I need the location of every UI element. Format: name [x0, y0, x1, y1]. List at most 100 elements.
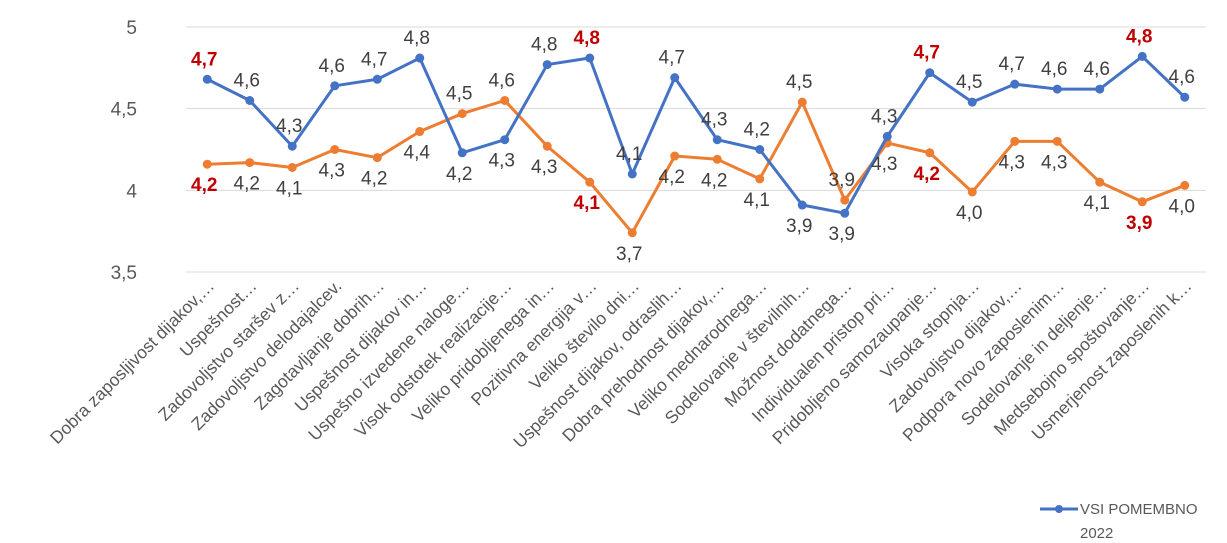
data-point-series-1 [670, 73, 680, 83]
y-tick-label: 3,5 [111, 263, 137, 284]
data-label-series-2: 4,6 [489, 71, 515, 92]
series-line-1 [206, 54, 1186, 215]
data-point-series-2 [670, 151, 680, 161]
data-label-series-2: 4,2 [191, 175, 217, 196]
data-point-series-1 [457, 148, 467, 158]
data-label-series-2: 3,7 [616, 244, 642, 265]
data-label-series-2: 4,1 [744, 190, 770, 211]
data-label-series-1: 3,9 [786, 216, 812, 237]
data-label-series-1: 4,2 [446, 164, 472, 185]
data-point-series-2 [245, 158, 255, 168]
x-axis: Dobra zaposljivost dijakov,…Uspešnost…Za… [46, 276, 1196, 452]
data-label-series-2: 3,9 [1126, 213, 1152, 234]
data-point-series-1 [1137, 51, 1147, 61]
data-label-series-2: 4,4 [404, 143, 431, 164]
data-point-series-1 [712, 135, 722, 145]
data-label-series-1: 4,7 [191, 49, 217, 70]
data-point-series-1 [415, 53, 425, 63]
data-point-series-1 [1052, 84, 1062, 94]
data-point-series-1 [330, 81, 340, 91]
data-label-series-2: 3,9 [829, 170, 855, 191]
legend: VSI POMEMBNO 2022 [1040, 501, 1198, 542]
data-point-series-2 [287, 162, 297, 172]
data-point-series-2 [925, 148, 935, 158]
data-label-series-2: 4,3 [999, 152, 1025, 173]
data-point-series-1 [1180, 92, 1190, 102]
data-label-series-1: 4,6 [1084, 59, 1110, 80]
data-point-series-1 [500, 135, 510, 145]
data-point-series-1 [542, 60, 552, 70]
data-label-series-1: 4,3 [701, 110, 727, 131]
data-point-series-2 [330, 145, 340, 154]
data-label-series-1: 4,6 [1169, 67, 1195, 88]
data-point-series-2 [542, 141, 552, 151]
data-label-series-2: 4,2 [701, 170, 727, 191]
data-point-series-2 [967, 187, 977, 197]
data-point-series-2 [797, 97, 807, 107]
y-tick-label: 4,5 [111, 100, 137, 121]
data-label-series-2: 4,2 [234, 174, 260, 195]
data-label-series-2: 4,0 [956, 203, 982, 224]
data-label-series-1: 4,3 [276, 116, 302, 137]
data-point-series-1 [967, 97, 977, 107]
data-point-series-2 [1137, 197, 1147, 207]
data-label-series-1: 4,6 [319, 56, 345, 77]
data-label-series-2: 4,2 [914, 164, 940, 185]
data-label-series-2: 4,5 [786, 72, 812, 93]
data-label-series-1: 4,1 [616, 144, 642, 165]
data-point-series-1 [1010, 79, 1020, 89]
data-point-series-2 [457, 109, 467, 119]
data-point-series-1 [925, 68, 935, 78]
data-point-series-1 [1095, 84, 1105, 94]
data-label-series-1: 4,7 [914, 43, 940, 64]
data-label-series-1: 4,8 [404, 28, 430, 49]
data-label-series-2: 4,1 [1084, 193, 1110, 214]
data-point-series-2 [627, 228, 637, 238]
data-label-series-1: 4,6 [1041, 59, 1067, 80]
data-point-series-1 [755, 145, 765, 154]
data-label-series-1: 4,7 [659, 48, 685, 69]
data-point-series-2 [755, 174, 765, 184]
data-point-series-2 [840, 195, 850, 205]
data-label-series-1: 4,8 [574, 28, 600, 49]
data-point-series-2 [415, 127, 425, 137]
y-tick-label: 4 [126, 181, 137, 202]
data-point-series-1 [372, 74, 382, 84]
series-line-2 [207, 99, 1186, 235]
data-point-series-2 [202, 159, 212, 169]
data-label-series-1: 3,9 [829, 224, 855, 245]
data-label-series-2: 4,3 [871, 154, 897, 175]
legend-label-series-1: VSI POMEMBNO [1080, 501, 1198, 518]
data-point-series-2 [1052, 136, 1062, 146]
data-point-series-1 [287, 141, 297, 151]
data-label-series-2: 4,2 [361, 169, 387, 190]
data-label-series-2: 4,3 [1041, 152, 1067, 173]
legend-label-series-2: 2022 [1080, 525, 1113, 542]
data-point-series-1 [202, 74, 212, 84]
data-label-series-1: 4,5 [956, 72, 982, 93]
data-labels: 4,7 4,6 4,3 4,6 4,7 4,8 4,2 4,3 4,8 4,8 4,1 4,7 4,3 4… [191, 26, 1195, 264]
data-point-series-2 [1180, 180, 1190, 190]
data-label-series-2: 4,3 [531, 157, 557, 178]
data-point-series-2 [1095, 177, 1105, 187]
data-point-series-1 [882, 131, 892, 141]
y-tick-label: 5 [126, 18, 137, 39]
data-point-series-1 [840, 208, 850, 218]
data-label-series-1: 4,7 [999, 54, 1025, 75]
data-point-series-2 [1010, 136, 1020, 146]
data-label-series-2: 4,2 [659, 167, 685, 188]
data-label-series-1: 4,2 [744, 120, 770, 141]
data-label-series-1: 4,8 [531, 35, 557, 56]
y-axis: 3,5 4 4,5 5 [111, 18, 138, 284]
data-point-series-2 [500, 96, 510, 105]
data-label-series-2: 4,0 [1169, 196, 1195, 217]
legend-marker-series-1 [1055, 505, 1063, 513]
data-label-series-1: 4,3 [489, 151, 515, 172]
data-label-series-1: 4,8 [1126, 26, 1152, 47]
data-label-series-1: 4,7 [361, 49, 387, 70]
data-label-series-2: 4,1 [276, 178, 302, 199]
data-label-series-2: 4,1 [574, 193, 601, 214]
data-point-series-1 [797, 200, 807, 210]
data-point-series-1 [627, 169, 637, 179]
